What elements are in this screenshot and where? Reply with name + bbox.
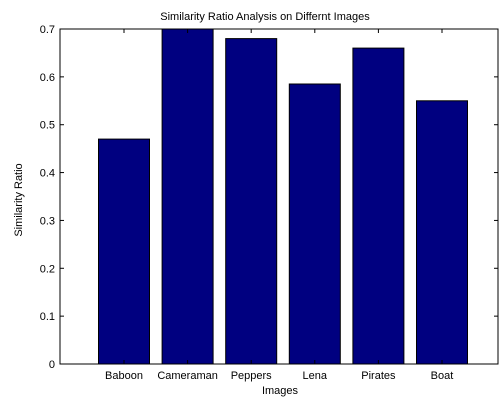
chart-title: Similarity Ratio Analysis on Differnt Im… <box>160 11 370 23</box>
y-tick-label: 0.3 <box>40 215 55 227</box>
bar-lena <box>289 84 340 364</box>
x-tick-label: Peppers <box>231 370 272 382</box>
y-tick-label: 0.4 <box>40 168 55 180</box>
y-axis-label: Similarity Ratio <box>13 163 25 236</box>
y-tick-label: 0.6 <box>40 72 55 84</box>
x-tick-label: Baboon <box>105 370 143 382</box>
x-tick-label: Lena <box>303 370 328 382</box>
x-tick-label: Pirates <box>361 370 396 382</box>
x-tick-label: Boat <box>431 370 454 382</box>
bar-pirates <box>353 48 404 364</box>
bar-baboon <box>99 139 150 364</box>
y-tick-label: 0.5 <box>40 120 55 132</box>
y-tick-label: 0.1 <box>40 311 55 323</box>
x-tick-label: Cameraman <box>157 370 218 382</box>
y-tick-label: 0.7 <box>40 24 55 36</box>
bar-boat <box>417 101 468 364</box>
x-axis-label: Images <box>262 385 299 397</box>
bar-cameraman <box>162 29 213 364</box>
y-tick-label: 0 <box>49 359 55 371</box>
y-tick-label: 0.2 <box>40 263 55 275</box>
bar-peppers <box>226 39 277 364</box>
